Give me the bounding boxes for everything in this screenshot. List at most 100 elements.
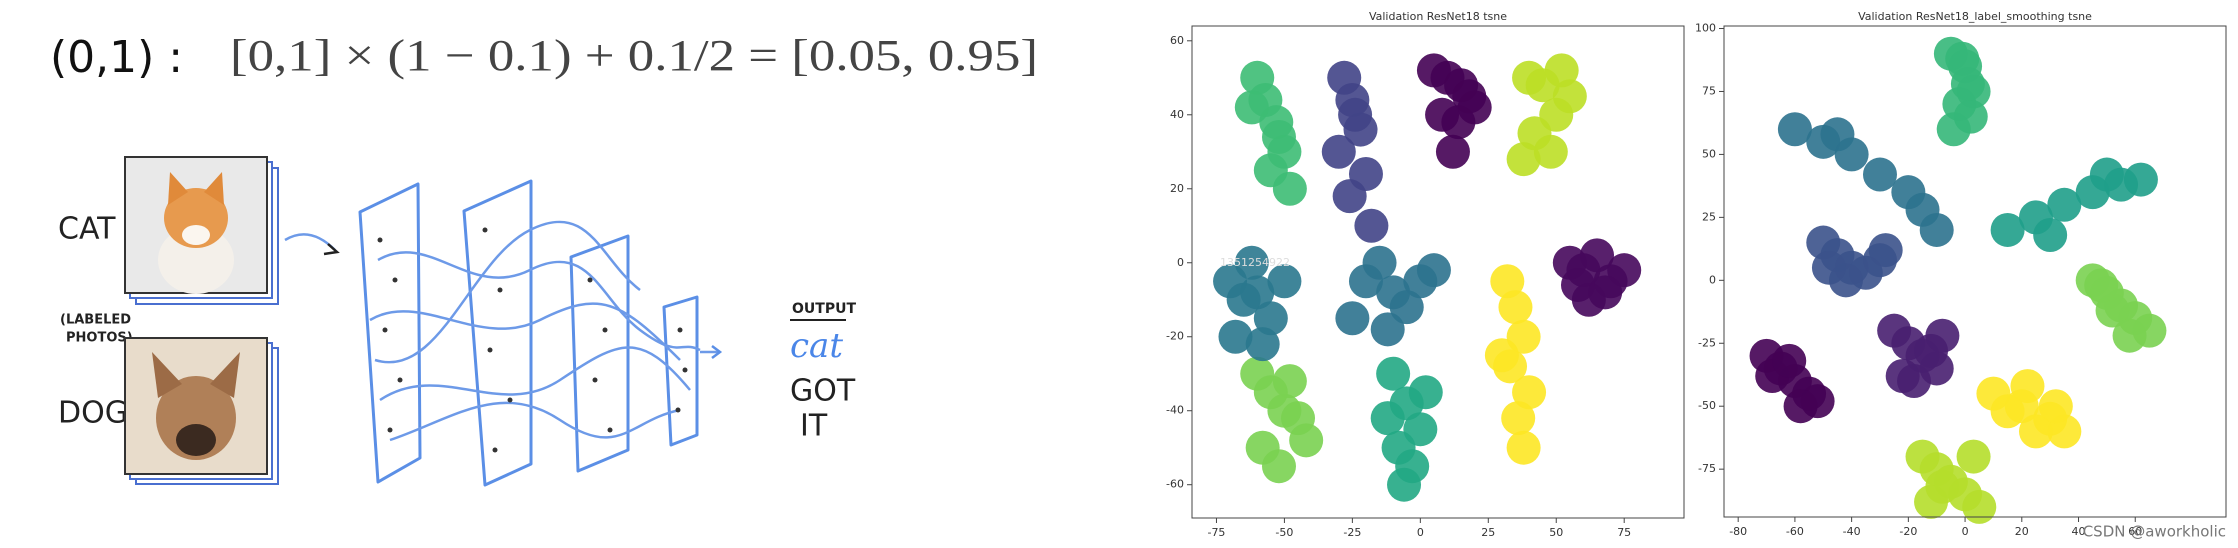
point — [1777, 112, 1812, 147]
y-tick-label: 25 — [1702, 210, 1716, 223]
formula: [0,1] × (1 − 0.1) + 0.1/2 = [0.05, 0.95] — [230, 31, 1038, 80]
x-tick-label: -50 — [1275, 526, 1293, 539]
point — [1506, 430, 1541, 465]
point — [1560, 267, 1595, 302]
point — [1783, 389, 1818, 424]
y-tick-label: 0 — [1709, 273, 1716, 286]
network — [358, 179, 723, 487]
x-tick-label: 60 — [2128, 525, 2142, 538]
point — [1868, 233, 1903, 268]
cat-photo — [124, 156, 279, 305]
y-tick-label: 100 — [1695, 22, 1716, 35]
point — [1919, 212, 1954, 247]
point — [1533, 134, 1568, 169]
point — [1914, 484, 1949, 519]
arrow-head — [323, 243, 340, 256]
point — [1272, 364, 1307, 399]
point — [1580, 238, 1615, 273]
point — [1240, 275, 1275, 310]
output-heading: OUTPUT — [792, 301, 856, 317]
y-tick-label: -20 — [1166, 330, 1184, 343]
point — [1490, 264, 1525, 299]
x-tick-label: -60 — [1786, 525, 1804, 538]
point — [1272, 171, 1307, 206]
x-tick-label: -80 — [1729, 525, 1747, 538]
y-tick-label: -60 — [1166, 478, 1184, 491]
point — [2033, 217, 2068, 252]
point — [1362, 245, 1397, 280]
point — [1607, 253, 1642, 288]
point — [1245, 327, 1280, 362]
point — [1370, 312, 1405, 347]
output-text: cat — [790, 326, 843, 366]
dog-photo — [124, 337, 279, 485]
point — [1945, 41, 1980, 76]
watermark: CSDN @aworkholic — [2083, 523, 2226, 541]
point — [1338, 97, 1373, 132]
plot-frame — [1191, 25, 1685, 519]
point — [1501, 401, 1536, 436]
point — [1484, 338, 1519, 373]
point — [1820, 117, 1855, 152]
y-tick-label: -40 — [1166, 404, 1184, 417]
y-tick-label: 0 — [1177, 256, 1184, 269]
y-tick-label: -75 — [1698, 462, 1716, 475]
cat-label: CAT — [58, 212, 116, 247]
point — [1811, 250, 1846, 285]
point — [1498, 290, 1533, 325]
x-tick-label: 25 — [1481, 526, 1495, 539]
point — [1389, 290, 1424, 325]
point — [1218, 319, 1253, 354]
point — [1408, 375, 1443, 410]
point — [1925, 318, 1960, 353]
point — [1862, 157, 1897, 192]
point — [1387, 467, 1422, 502]
point — [1512, 375, 1547, 410]
photo-note: PHOTOS) — [66, 331, 133, 346]
point — [1354, 208, 1389, 243]
point — [1552, 79, 1587, 114]
point — [1962, 489, 1997, 524]
point — [1506, 142, 1541, 177]
chart-title: Validation ResNet18_label_smoothing tsne — [1858, 10, 2092, 23]
point — [1267, 264, 1302, 299]
point — [2084, 268, 2119, 303]
y-tick-label: 60 — [1170, 34, 1184, 47]
result: IT — [800, 409, 828, 444]
point — [1234, 245, 1269, 280]
formula-prefix: (0,1) : — [50, 32, 183, 83]
x-tick-label: -25 — [1343, 526, 1361, 539]
point — [1588, 275, 1623, 310]
point — [1990, 212, 2025, 247]
point — [1370, 401, 1405, 436]
point — [1335, 301, 1370, 336]
y-tick-label: -50 — [1698, 399, 1716, 412]
x-tick-label: 50 — [1549, 526, 1563, 539]
point — [1885, 358, 1920, 393]
y-tick-label: 40 — [1170, 108, 1184, 121]
plot-frame — [1723, 25, 2227, 518]
y-tick-label: 75 — [1702, 84, 1716, 97]
point — [2123, 162, 2158, 197]
point — [2112, 318, 2147, 353]
x-tick-label: 0 — [1417, 526, 1424, 539]
point — [1441, 105, 1476, 140]
point — [1234, 90, 1269, 125]
point — [1435, 134, 1470, 169]
result: GOT — [790, 374, 856, 409]
point — [1376, 356, 1411, 391]
y-tick-label: 20 — [1170, 182, 1184, 195]
point — [1936, 112, 1971, 147]
point — [1416, 253, 1451, 288]
chart-title: Validation ResNet18 tsne — [1369, 10, 1507, 23]
point — [1452, 79, 1487, 114]
annotation: 1351254922 — [1220, 256, 1290, 269]
x-tick-label: 75 — [1617, 526, 1631, 539]
point — [1261, 119, 1296, 154]
point — [2089, 157, 2124, 192]
point — [1332, 179, 1367, 214]
point — [1544, 53, 1579, 88]
point — [2047, 187, 2082, 222]
x-tick-label: -40 — [1843, 525, 1861, 538]
